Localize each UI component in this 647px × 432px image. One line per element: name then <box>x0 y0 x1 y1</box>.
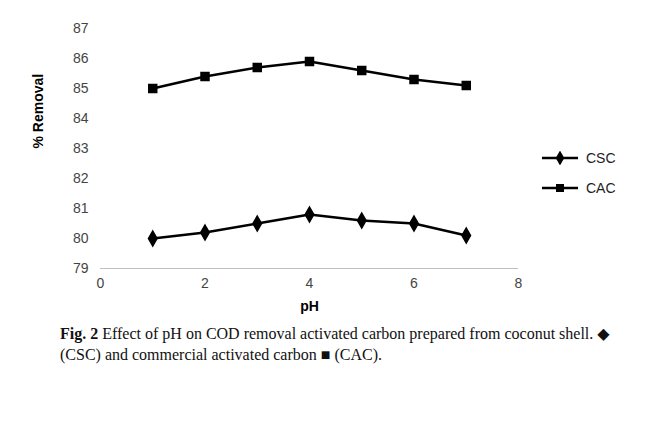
svg-text:6: 6 <box>410 275 418 291</box>
svg-text:81: 81 <box>73 200 89 216</box>
svg-text:80: 80 <box>73 230 89 246</box>
html-text:CAC: CAC <box>586 180 616 196</box>
svg-text:87: 87 <box>73 20 89 36</box>
svg-text:85: 85 <box>73 80 89 96</box>
html-text:CSC: CSC <box>586 150 616 166</box>
svg-text:84: 84 <box>73 110 89 126</box>
svg-text:8: 8 <box>515 275 523 291</box>
svg-text:0: 0 <box>97 275 105 291</box>
html-text:Fig. 2 Effect of pH on COD rem: Fig. 2 Effect of pH on COD removal activ… <box>60 325 610 363</box>
svg-text:83: 83 <box>73 140 89 156</box>
svg-text:% Removal: % Removal <box>30 74 46 149</box>
svg-text:pH: pH <box>300 298 319 314</box>
svg-text:2: 2 <box>201 275 209 291</box>
svg-text:82: 82 <box>73 170 89 186</box>
svg-text:79: 79 <box>73 260 89 276</box>
svg-text:86: 86 <box>73 50 89 66</box>
svg-text:4: 4 <box>306 275 314 291</box>
